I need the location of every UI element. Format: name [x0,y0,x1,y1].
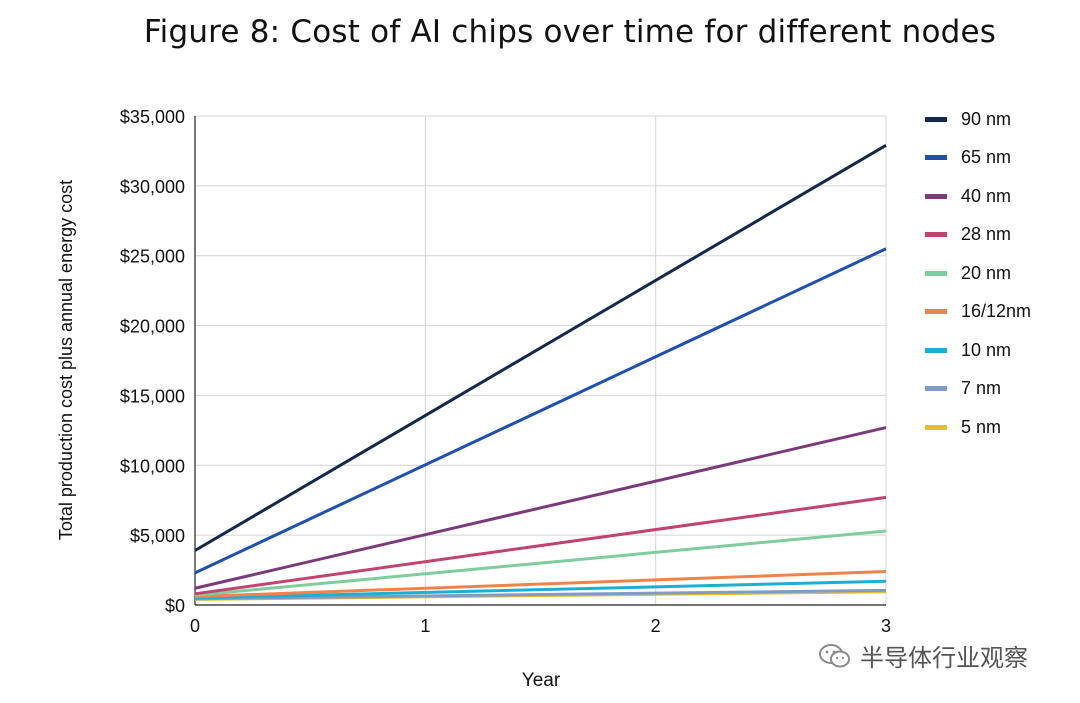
legend-label: 65 nm [961,147,1012,168]
y-tick-label: $10,000 [120,456,185,476]
series-lines [194,144,887,601]
y-axis-label: Total production cost plus annual energy… [56,180,76,540]
legend-label: 28 nm [961,224,1012,245]
legend: 90 nm 65 nm 40 nm 28 nm 20 nm 16/12nm 10 nm 7 n… [925,100,1031,447]
tick-labels: $0 $5,000 $10,000 $15,000 $20,000 $25,000 $30,… [120,107,891,636]
watermark-text: 半导体行业观察 [860,644,1028,672]
legend-swatch [925,309,947,315]
series-line-10-nm [194,579,887,600]
chart-title: Figure 8: Cost of AI chips over time for… [143,14,997,50]
legend-label: 16/12nm [961,301,1032,322]
y-tick-label: $5,000 [130,526,185,546]
legend-swatch [925,424,947,430]
legend-swatch [925,155,947,161]
x-tick-label: 3 [881,616,891,636]
legend-item: 7 nm [925,370,1031,409]
legend-item: 10 nm [925,331,1031,370]
y-tick-label: $15,000 [120,386,185,406]
watermark: 半导体行业观察 [818,638,1028,673]
y-tick-label: $35,000 [120,107,185,127]
legend-item: 28 nm [925,216,1031,255]
legend-label: 5 nm [961,416,1002,437]
legend-swatch [925,116,947,122]
legend-label: 10 nm [961,339,1012,360]
y-tick-label: $25,000 [120,247,185,267]
legend-label: 20 nm [961,262,1012,283]
x-tick-label: 2 [651,616,661,636]
legend-label: 7 nm [961,378,1002,399]
series-line-20-nm [194,529,887,597]
y-tick-label: $30,000 [120,177,185,197]
series-line-65-nm [194,247,887,575]
legend-item: 5 nm [925,408,1031,447]
legend-item: 16/12nm [925,293,1031,332]
series-line-90-nm [194,144,887,552]
y-tick-label: $0 [165,596,185,616]
legend-label: 90 nm [961,108,1012,129]
legend-swatch [925,232,947,238]
legend-swatch [925,347,947,353]
wechat-icon [819,643,850,667]
x-tick-label: 1 [420,616,430,636]
series-line-7-nm [194,588,887,601]
legend-item: 90 nm [925,100,1031,139]
legend-item: 65 nm [925,139,1031,178]
y-tick-label: $20,000 [120,317,185,337]
grid-lines [195,115,887,605]
series-line-40-nm [194,426,887,590]
legend-label: 40 nm [961,185,1012,206]
legend-swatch [925,270,947,276]
legend-swatch [925,386,947,392]
legend-item: 40 nm [925,177,1031,216]
series-line-16-12nm [194,569,887,599]
x-axis-label: Year [522,670,561,691]
legend-item: 20 nm [925,254,1031,293]
axes [194,116,886,606]
legend-swatch [925,193,947,199]
x-tick-label: 0 [190,616,200,636]
series-line-28-nm [194,495,887,596]
